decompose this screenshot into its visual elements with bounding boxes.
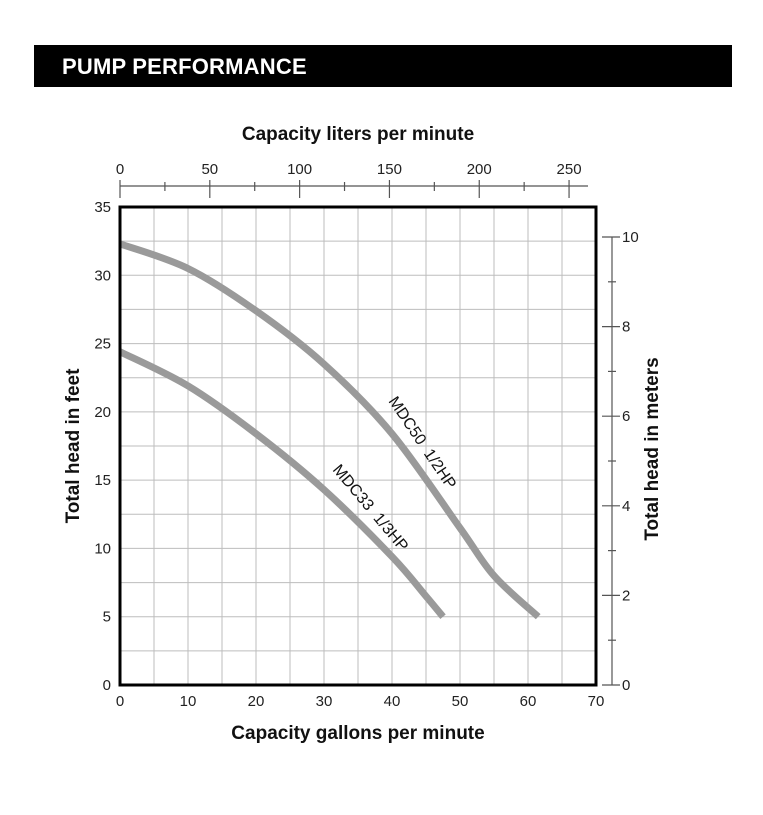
series-line-mdc33	[118, 348, 446, 619]
page-title: PUMP PERFORMANCE	[62, 54, 307, 79]
y2-tick-label: 2	[622, 587, 630, 604]
series-line-mdc50	[118, 240, 541, 620]
top-axis-title: Capacity liters per minute	[242, 124, 474, 145]
x-tick-label: 70	[588, 693, 605, 710]
x2-tick-label: 50	[201, 161, 218, 178]
x2-tick-label: 250	[557, 161, 582, 178]
y2-tick-label: 6	[622, 408, 630, 425]
bottom-axis-title: Capacity gallons per minute	[231, 723, 484, 744]
y-tick-label: 25	[94, 336, 111, 353]
x-tick-label: 60	[520, 693, 537, 710]
plot-frame	[118, 205, 598, 687]
y-tick-label: 5	[103, 609, 111, 626]
x-tick-label: 50	[452, 693, 469, 710]
header-bar: PUMP PERFORMANCE	[34, 45, 732, 87]
x-tick-label: 30	[316, 693, 333, 710]
y-tick-label: 0	[103, 677, 111, 694]
y2-tick-label: 10	[622, 229, 639, 246]
y2-tick-label: 0	[622, 677, 630, 694]
y2-tick-label: 8	[622, 319, 630, 336]
y-tick-label: 10	[94, 540, 111, 557]
curves	[118, 240, 541, 620]
y-tick-label: 30	[94, 267, 111, 284]
x2-tick-label: 200	[467, 161, 492, 178]
y-tick-label: 20	[94, 404, 111, 421]
grid	[120, 207, 596, 685]
left-axis-title: Total head in feet	[63, 368, 84, 524]
x-tick-label: 20	[248, 693, 265, 710]
y-tick-label: 35	[94, 199, 111, 216]
y-tick-label: 15	[94, 472, 111, 489]
x2-tick-label: 100	[287, 161, 312, 178]
x-tick-label: 0	[116, 693, 124, 710]
x2-tick-label: 150	[377, 161, 402, 178]
x-tick-label: 40	[384, 693, 401, 710]
x-tick-label: 10	[180, 693, 197, 710]
x2-tick-label: 0	[116, 161, 124, 178]
right-axis-title: Total head in meters	[642, 357, 663, 540]
y2-tick-label: 4	[622, 498, 630, 515]
